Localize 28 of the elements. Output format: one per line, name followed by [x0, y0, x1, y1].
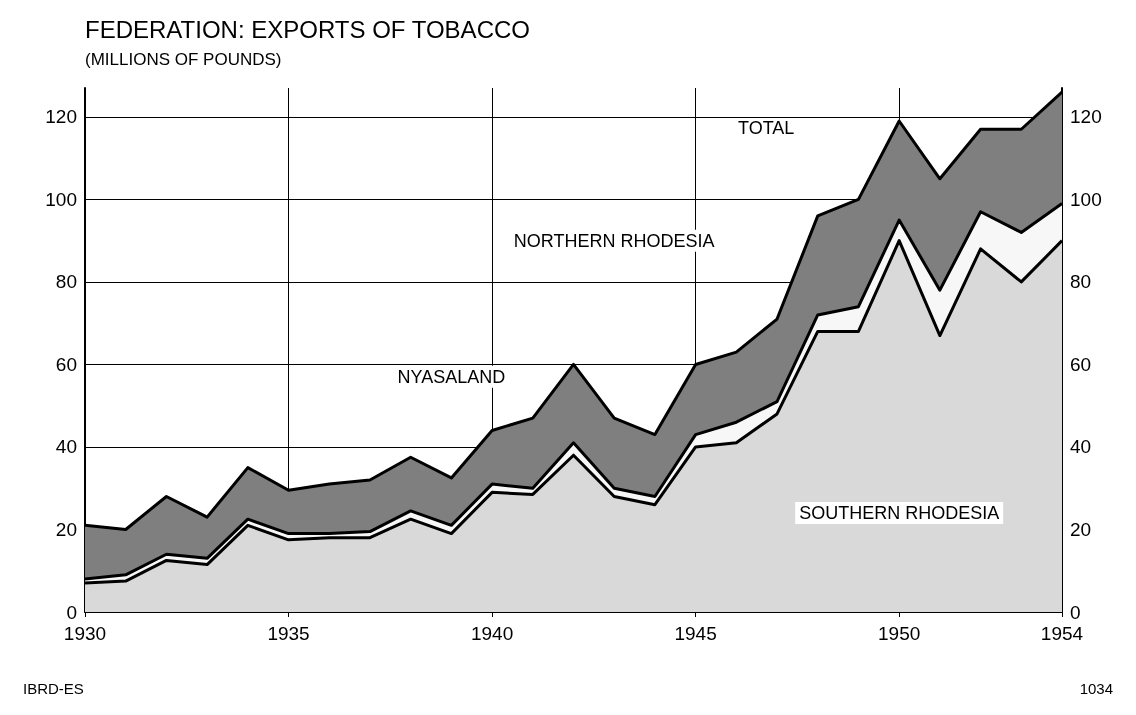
annotation: TOTAL [738, 118, 795, 138]
y-tick-label: 40 [55, 436, 77, 458]
x-tick-label: 1954 [1040, 623, 1084, 644]
chart-subtitle: (MILLIONS OF POUNDS) [85, 50, 282, 69]
y-tick-label: 0 [66, 601, 77, 623]
y-tick-label: 20 [55, 518, 77, 540]
y-tick-label: 120 [45, 106, 77, 128]
y2-tick-label: 0 [1070, 601, 1081, 623]
y2-tick-label: 60 [1070, 353, 1092, 375]
y2-tick-label: 80 [1070, 271, 1092, 293]
y2-tick-label: 100 [1070, 188, 1102, 210]
y-tick-label: 100 [45, 188, 77, 210]
y-tick-label: 80 [55, 271, 77, 293]
x-tick-label: 1940 [470, 623, 514, 644]
x-tick-label: 1930 [63, 623, 107, 644]
text: NYASALAND [397, 366, 506, 387]
y2-tick-label: 120 [1070, 106, 1102, 128]
x-tick-label: 1945 [674, 623, 717, 644]
chart-title: FEDERATION: EXPORTS OF TOBACCO [85, 15, 530, 43]
x-tick-label: 1950 [878, 623, 921, 644]
series-label: SOUTHERN RHODESIA [799, 502, 1000, 523]
x-tick-label: 1935 [267, 623, 310, 644]
text: 1034 [1079, 680, 1114, 697]
text: IBRD-ES [23, 680, 84, 697]
text: NORTHERN RHODESIA [513, 230, 715, 251]
y2-tick-label: 40 [1070, 436, 1092, 458]
y-tick-label: 60 [55, 353, 77, 375]
y2-tick-label: 20 [1070, 518, 1092, 540]
